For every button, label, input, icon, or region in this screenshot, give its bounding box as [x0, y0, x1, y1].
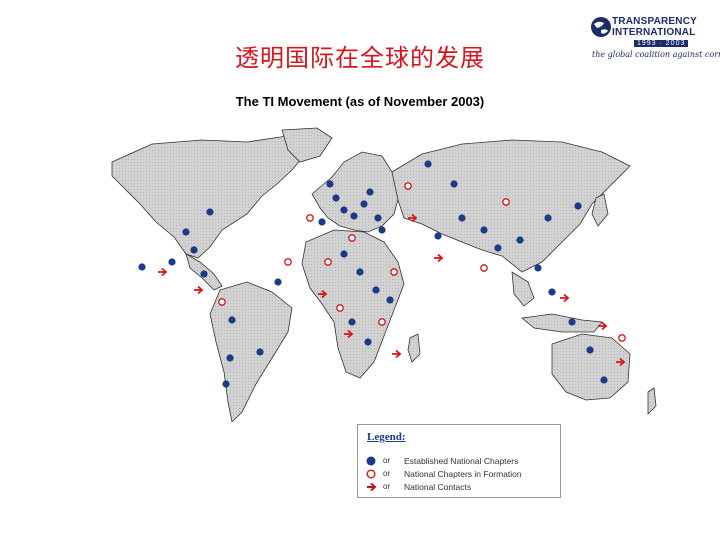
madagascar — [407, 333, 421, 363]
chapter-dot-icon — [366, 456, 376, 466]
formation-marker — [218, 298, 226, 306]
world-map — [111, 127, 657, 423]
australia — [551, 333, 631, 401]
legend-label-established: Established National Chapters — [404, 456, 519, 466]
asia — [391, 139, 631, 273]
greenland — [281, 127, 333, 163]
chapter-marker — [274, 278, 282, 286]
formation-ring-icon — [366, 469, 376, 479]
contact-marker — [408, 213, 418, 223]
formation-marker — [348, 234, 356, 242]
chapter-marker — [516, 236, 524, 244]
chapter-marker — [206, 208, 214, 216]
chapter-marker — [356, 268, 364, 276]
chapter-marker — [568, 318, 576, 326]
chapter-marker — [534, 264, 542, 272]
chapter-marker — [458, 214, 466, 222]
contact-marker — [392, 349, 402, 359]
continents — [111, 127, 657, 423]
legend-label-formation: National Chapters in Formation — [404, 469, 522, 479]
chapter-marker — [190, 246, 198, 254]
chapter-marker — [574, 202, 582, 210]
chapter-marker — [494, 244, 502, 252]
formation-marker — [480, 264, 488, 272]
chapter-marker — [332, 194, 340, 202]
legend-or: or — [383, 482, 391, 491]
chapter-marker — [256, 348, 264, 356]
legend-or: or — [383, 469, 391, 478]
chapter-marker — [200, 270, 208, 278]
contact-marker — [344, 329, 354, 339]
indonesia — [521, 313, 603, 333]
chapter-marker — [340, 250, 348, 258]
chapter-marker — [228, 316, 236, 324]
chapter-marker — [548, 288, 556, 296]
north-america — [111, 135, 308, 259]
formation-marker — [306, 214, 314, 222]
logo-years: 1993 · 2003 — [634, 40, 689, 47]
chapter-marker — [378, 226, 386, 234]
contact-marker — [598, 321, 608, 331]
chapter-marker — [350, 212, 358, 220]
formation-marker — [618, 334, 626, 342]
europe — [311, 151, 401, 233]
contact-marker — [318, 289, 328, 299]
contact-marker — [158, 267, 168, 277]
chapter-marker — [364, 338, 372, 346]
ti-logo: TRANSPARENCY INTERNATIONAL 1993 · 2003 t… — [588, 14, 720, 66]
legend-label-contacts: National Contacts — [404, 482, 472, 492]
formation-marker — [390, 268, 398, 276]
contact-marker — [616, 357, 626, 367]
chapter-marker — [366, 188, 374, 196]
logo-org-line1: TRANSPARENCY — [612, 16, 697, 27]
legend-row-formation: or National Chapters in Formation — [366, 468, 556, 480]
chapter-marker — [360, 200, 368, 208]
chapter-marker — [318, 218, 326, 226]
chapter-marker — [348, 318, 356, 326]
chapter-marker — [544, 214, 552, 222]
chapter-marker — [386, 296, 394, 304]
globe-icon — [591, 17, 611, 37]
legend-row-contacts: or National Contacts — [366, 481, 556, 493]
legend-title: Legend: — [367, 431, 406, 443]
contact-marker — [434, 253, 444, 263]
chapter-marker — [600, 376, 608, 384]
chapter-marker — [424, 160, 432, 168]
chapter-marker — [182, 228, 190, 236]
formation-marker — [404, 182, 412, 190]
map-markers — [138, 160, 626, 388]
chapter-marker — [340, 206, 348, 214]
new-zealand — [647, 387, 657, 415]
chapter-marker — [226, 354, 234, 362]
formation-marker — [502, 198, 510, 206]
formation-marker — [336, 304, 344, 312]
chapter-marker — [372, 286, 380, 294]
logo-org-line2: INTERNATIONAL — [612, 27, 696, 38]
africa — [301, 229, 405, 379]
map-legend: Legend: or Established National Chapters… — [357, 424, 561, 498]
chapter-marker — [168, 258, 176, 266]
chapter-marker — [138, 263, 146, 271]
contact-arrow-icon — [367, 482, 377, 492]
formation-marker — [284, 258, 292, 266]
page-title: 透明国际在全球的发展 — [235, 44, 485, 72]
chapter-marker — [480, 226, 488, 234]
contact-marker — [560, 293, 570, 303]
chapter-marker — [450, 180, 458, 188]
logo-tagline: the global coalition against corruption — [592, 50, 720, 59]
japan — [591, 193, 609, 227]
contact-marker — [194, 285, 204, 295]
map-subtitle: The TI Movement (as of November 2003) — [235, 94, 485, 109]
formation-marker — [324, 258, 332, 266]
chapter-marker — [586, 346, 594, 354]
chapter-marker — [434, 232, 442, 240]
legend-row-established: or Established National Chapters — [366, 455, 556, 467]
chapter-marker — [374, 214, 382, 222]
chapter-marker — [326, 180, 334, 188]
southeast-asia — [511, 271, 535, 307]
legend-or: or — [383, 456, 391, 465]
chapter-marker — [222, 380, 230, 388]
formation-marker — [378, 318, 386, 326]
